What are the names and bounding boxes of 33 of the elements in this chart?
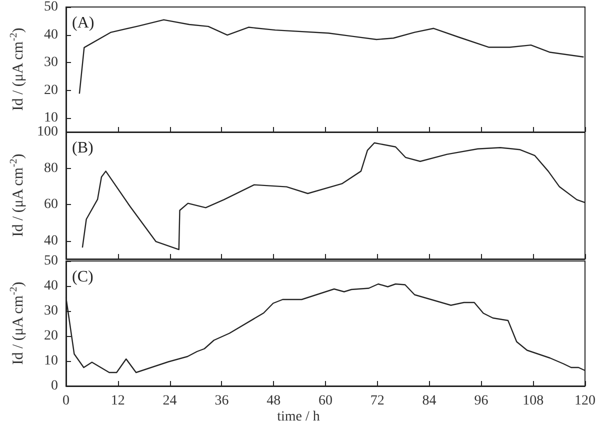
y-tick-label: 10 xyxy=(44,354,58,368)
x-tick-label: 60 xyxy=(318,394,332,408)
annotation: (B) xyxy=(72,140,94,156)
y-tick-label: 40 xyxy=(44,233,58,248)
x-axis-title: time / h xyxy=(277,410,320,424)
y-tick-label: 50 xyxy=(44,0,58,14)
x-tick-label: 72 xyxy=(370,394,384,408)
y-axis-title: Id / (μA cm-2) xyxy=(8,282,26,365)
y-tick-label: 100 xyxy=(37,124,58,140)
y-tick-label: 20 xyxy=(44,328,58,344)
y-tick-label: 0 xyxy=(51,378,58,394)
x-tick-label: 108 xyxy=(522,394,544,408)
x-tick-label: 24 xyxy=(162,394,177,408)
y-tick-label: 30 xyxy=(44,55,58,70)
y-axis-title: Id / (μA cm-2) xyxy=(8,154,26,237)
x-tick-label: 48 xyxy=(266,394,281,408)
annotation: (A) xyxy=(72,14,94,32)
y-tick-label: 60 xyxy=(44,197,58,212)
x-tick-label: 0 xyxy=(62,394,70,408)
x-tick-label: 12 xyxy=(110,394,125,408)
x-tick-label: 36 xyxy=(214,394,229,408)
y-tick-label: 50 xyxy=(44,254,58,268)
y-tick-label: 80 xyxy=(44,160,58,176)
y-tick-label: 30 xyxy=(44,304,58,318)
x-tick-label: 96 xyxy=(474,394,488,408)
x-tick-label: 84 xyxy=(422,394,436,408)
y-axis-title: Id / (μA cm-2) xyxy=(8,28,26,111)
x-tick-label: 120 xyxy=(574,394,596,408)
y-tick-label: 10 xyxy=(44,110,58,126)
y-tick-label: 40 xyxy=(44,278,58,294)
annotation: (C) xyxy=(72,268,94,286)
y-tick-label: 20 xyxy=(44,82,58,98)
y-tick-label: 40 xyxy=(44,27,58,42)
